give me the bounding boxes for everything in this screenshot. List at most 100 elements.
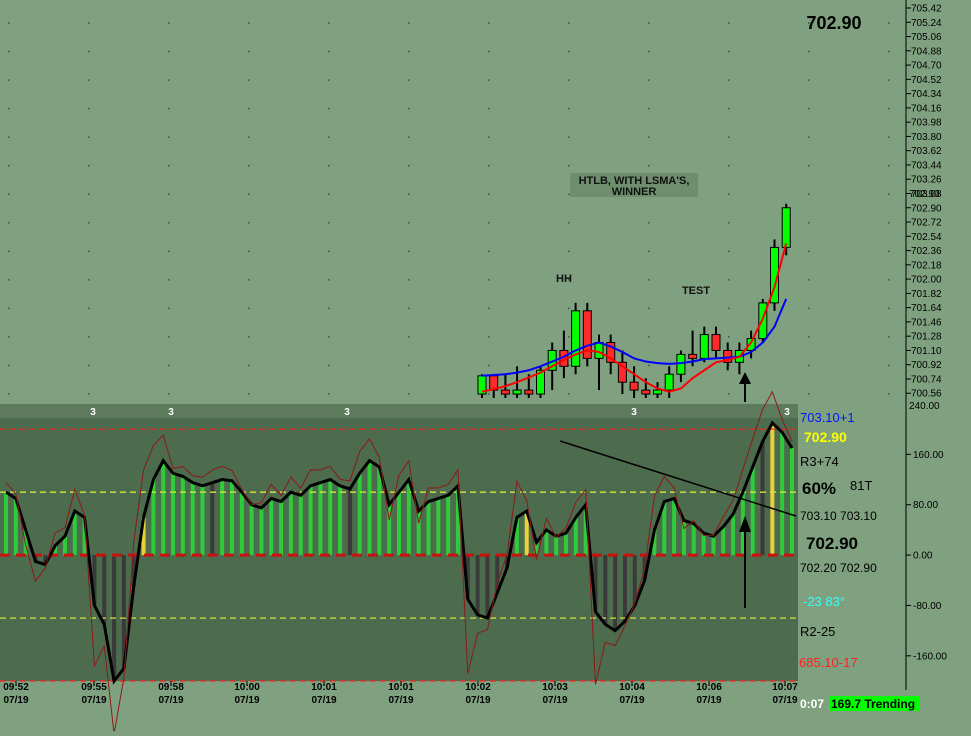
osc-bar <box>131 555 136 587</box>
osc-bar <box>465 555 470 600</box>
osc-bar <box>397 492 401 556</box>
grid-dot <box>728 336 730 338</box>
osc-bar <box>200 485 205 556</box>
grid-dot <box>648 79 650 81</box>
oscillator-bars <box>4 422 794 681</box>
osc-bar <box>190 482 195 556</box>
candle-body <box>571 310 581 367</box>
grid-dot <box>568 22 570 24</box>
osc-bar <box>485 555 490 619</box>
price-axis: 705.42 705.24 705.06 704.88 704.70 704.52 704.… <box>906 4 942 400</box>
title-line-2: WINNER <box>612 186 657 198</box>
osc-bar <box>406 479 411 556</box>
cci-line <box>5 420 794 685</box>
osc-bar <box>416 511 421 556</box>
grid-dot <box>808 364 810 367</box>
grid-dot <box>248 307 250 310</box>
osc-bar <box>711 536 716 556</box>
osc-bar <box>524 511 529 556</box>
osc-bar <box>229 480 234 556</box>
osc-bar <box>121 555 126 669</box>
grid-dot <box>88 307 90 310</box>
grid-dot <box>248 250 250 253</box>
grid-dot <box>648 279 650 281</box>
grid-dot <box>568 107 570 110</box>
price-tick-label: 702.54 <box>911 232 942 243</box>
osc-bar <box>583 504 588 556</box>
grid-dot <box>408 307 410 310</box>
grid-dot <box>888 364 890 367</box>
grid-dot <box>728 193 730 195</box>
oscillator-top-band <box>0 404 798 418</box>
oscillator-readouts: 703.10+1 702.90 R3+74 60% 81T 703.10 703… <box>799 410 877 670</box>
date-tick-label: 07/19 <box>388 695 413 706</box>
time-axis: 09:52 07/19 09:55 07/19 09:58 07/19 10:00 07/19… <box>3 681 798 706</box>
grid-dot <box>8 136 10 138</box>
grid-dot <box>568 307 570 310</box>
grid-dot <box>728 22 730 24</box>
grid-dot <box>808 336 810 338</box>
grid-dot <box>248 50 250 53</box>
grid-dot <box>568 279 570 281</box>
grid-dot <box>168 307 170 310</box>
grid-dot <box>408 279 410 281</box>
osc-bar <box>573 517 578 556</box>
grid-dot <box>248 107 250 110</box>
price-header: 702.90 <box>806 13 861 33</box>
grid-dot <box>248 364 250 367</box>
price-tick-label: 700.56 <box>911 389 942 400</box>
grid-dot <box>168 79 170 81</box>
grid-dot <box>728 50 730 53</box>
grid-dot <box>648 222 650 224</box>
grid-dot <box>488 107 490 110</box>
price-tick-label: 705.24 <box>911 18 942 29</box>
grid-dot <box>888 279 890 281</box>
grid-dot <box>888 22 890 24</box>
price-tick-label: 702.90 <box>911 203 942 214</box>
grid-dot <box>728 250 730 253</box>
osc-bar <box>603 555 608 625</box>
price-up-arrow <box>739 372 751 402</box>
grid-dot <box>488 393 490 395</box>
price-tick-label: 704.70 <box>911 61 942 72</box>
candle-body <box>536 369 545 395</box>
date-tick-label: 07/19 <box>311 695 336 706</box>
price-tick-label: 703.44 <box>911 160 942 171</box>
osc-tick-label: 160.00 <box>913 450 944 461</box>
osc-bar <box>62 536 67 556</box>
grid-dot <box>408 136 410 138</box>
grid-dot <box>888 393 890 395</box>
grid-dot <box>888 250 890 253</box>
candle-body <box>781 207 791 248</box>
price-tick-label: 702.18 <box>911 260 942 271</box>
price-tick-label: 701.64 <box>911 303 942 314</box>
grid-dot <box>248 193 250 195</box>
candle-body <box>582 310 592 359</box>
time-tick-label: 09:52 <box>3 682 29 693</box>
grid-dot <box>408 50 410 53</box>
price-gridlines <box>8 22 890 395</box>
grid-dot <box>728 222 730 224</box>
osc-bar <box>347 488 352 556</box>
grid-dot <box>568 50 570 53</box>
grid-dot <box>248 136 250 138</box>
grid-dot <box>648 336 650 338</box>
grid-dot <box>168 336 170 338</box>
readout-level-pair: 703.10 703.10 <box>800 509 877 523</box>
grid-dot <box>328 222 330 224</box>
grid-dot <box>568 164 570 167</box>
grid-dot <box>88 279 90 281</box>
price-tick-label: 703.08 <box>911 189 942 200</box>
osc-bar <box>338 485 343 556</box>
price-tick-label: 702.00 <box>911 275 942 286</box>
grid-dot <box>328 250 330 253</box>
osc-bar <box>53 545 58 556</box>
grid-dot <box>808 193 810 195</box>
osc-bar <box>387 504 392 556</box>
grid-dot <box>248 222 250 224</box>
grid-dot <box>328 393 330 395</box>
readout-r4: R2-25 <box>800 624 835 639</box>
grid-dot <box>328 136 330 138</box>
grid-dot <box>728 164 730 167</box>
grid-dot <box>328 107 330 110</box>
